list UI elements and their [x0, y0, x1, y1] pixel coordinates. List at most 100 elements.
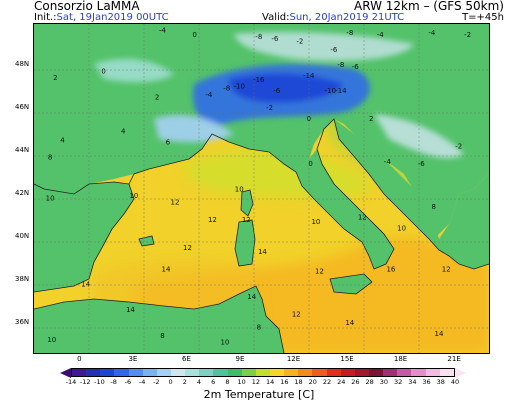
station-value: 10 [129, 192, 138, 200]
station-value: -4 [159, 27, 167, 35]
station-value: 8 [257, 323, 261, 331]
graticule [34, 24, 489, 353]
colorbar-tick: -6 [124, 378, 132, 386]
station-value: 14 [435, 330, 444, 338]
colorbar-tick: 10 [237, 378, 246, 386]
colorbar-tick: 38 [436, 378, 445, 386]
colorbar-segment [72, 369, 87, 376]
station-value: 10 [397, 224, 406, 232]
colorbar-segment [213, 369, 228, 376]
station-value: -4 [205, 91, 213, 99]
colorbar-tick: 16 [280, 378, 289, 386]
colorbar-segment [185, 369, 200, 376]
station-value: 8 [431, 203, 435, 211]
temperature-colorbar [71, 368, 455, 377]
station-value: -4 [384, 158, 392, 166]
latitude-label: 40N [15, 231, 30, 240]
init-time-value: Sat, 19Jan2019 00UTC [56, 12, 169, 23]
station-value: 14 [345, 319, 354, 327]
station-value: 0 [308, 160, 312, 168]
colorbar-tick: -4 [138, 378, 146, 386]
latitude-label: 44N [15, 145, 30, 154]
longitude-label: 0 [77, 355, 82, 363]
colorbar-segment [298, 369, 313, 376]
latitude-label: 36N [15, 317, 30, 326]
organization-title: Consorzio LaMMA [34, 0, 140, 13]
station-value: -10 [233, 83, 244, 91]
colorbar-segment [354, 369, 369, 376]
colorbar-segment [439, 369, 454, 376]
colorbar-segment [397, 369, 412, 376]
station-value: 10 [46, 194, 55, 202]
latitude-label: 38N [15, 274, 30, 283]
station-value: 16 [386, 265, 395, 273]
colorbar-segment [425, 369, 440, 376]
colorbar-segment [326, 369, 341, 376]
latitude-label: 42N [15, 188, 30, 197]
colorbar-tick: 40 [450, 378, 460, 386]
iberian-land [34, 182, 134, 292]
station-value: -8 [255, 33, 262, 41]
colorbar-segment [255, 369, 270, 376]
station-value: 2 [369, 115, 373, 123]
station-value: -6 [352, 63, 360, 71]
colorbar-segment [411, 369, 426, 376]
temperature-map[interactable]: -4 0 -8 -6 -2 -8 -4 -4 -2 -6 -8 -6 -16 -14 -10 -14 -6 -10… [33, 23, 490, 354]
station-value: -14 [303, 72, 315, 80]
station-value: -6 [271, 35, 279, 43]
colorbar-min-arrow [60, 368, 71, 378]
lead-time: T=+45h [462, 12, 504, 23]
station-value-labels: -40 -8 -6 -2-8 -4 -4 -2-6-8 -6-16-14-10 -14-6-10… [46, 27, 471, 347]
station-value: 10 [220, 338, 229, 346]
variable-title: 2m Temperature [C] [203, 388, 315, 401]
station-value: 8 [160, 332, 164, 340]
colorbar-tick: 20 [308, 378, 317, 386]
colorbar-segment [269, 369, 285, 376]
colorbar-segment [156, 369, 171, 376]
colorbar-tick: -2 [153, 378, 160, 386]
station-value: 14 [81, 280, 90, 288]
colorbar-segment [199, 369, 214, 376]
station-value: -10 [324, 87, 335, 95]
station-value: 4 [121, 128, 126, 136]
colorbar-segment [142, 369, 157, 376]
longitude-label: 15E [340, 355, 354, 363]
colorbar-tick: 24 [337, 378, 346, 386]
station-value: -2 [266, 104, 273, 112]
station-value: -2 [464, 31, 471, 39]
station-value: 14 [162, 265, 171, 273]
coastlines [34, 118, 489, 353]
colorbar-max-arrow [455, 368, 466, 378]
station-value: 12 [442, 265, 451, 273]
station-value: 14 [258, 248, 267, 256]
station-value: 2 [155, 93, 159, 101]
colorbar-tick: -14 [65, 378, 77, 386]
station-value: -8 [346, 29, 353, 37]
longitude-label: 21E [447, 355, 461, 363]
station-value: 12 [171, 199, 180, 207]
colorbar-tick: 14 [265, 378, 275, 386]
sardinia-land [235, 220, 255, 266]
station-value: -8 [337, 61, 344, 69]
longitude-label: 9E [235, 355, 245, 363]
station-value: 12 [358, 214, 367, 222]
station-value: 12 [183, 244, 192, 252]
colorbar-segment [368, 369, 384, 376]
station-value: -8 [223, 85, 230, 93]
station-value: 14 [247, 293, 256, 301]
station-value: -14 [335, 87, 347, 95]
station-value: -6 [273, 87, 281, 95]
colorbar-tick: 22 [322, 378, 332, 386]
colorbar-segment [340, 369, 355, 376]
colorbar-tick: 18 [294, 378, 303, 386]
colorbar-segment [128, 369, 143, 376]
colorbar-segment [241, 369, 256, 376]
station-value: -16 [253, 76, 265, 84]
station-value: -2 [296, 37, 303, 45]
station-value: -4 [377, 31, 385, 39]
model-title: ARW 12km – (GFS 50km) [354, 0, 504, 13]
colorbar-segment [312, 369, 327, 376]
colorbar-tick: 26 [351, 378, 360, 386]
colorbar-segment [170, 369, 186, 376]
init-time: Init.:Sat, 19Jan2019 00UTC [34, 12, 169, 23]
